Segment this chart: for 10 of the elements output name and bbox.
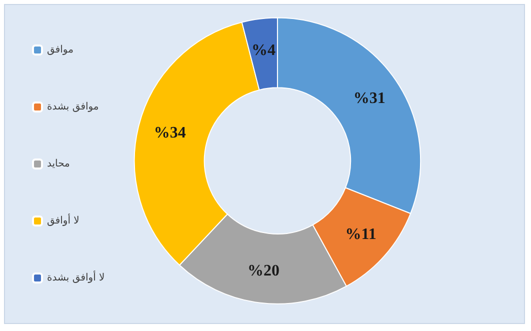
legend-label: موافق [47,44,74,56]
data-label: %11 [345,226,376,243]
legend-label: لا أوافق بشدة [47,270,105,284]
legend-label: محايد [47,158,70,170]
data-label: %31 [353,90,386,107]
data-label: %34 [154,124,186,142]
legend-label: لا أوافق [47,214,80,226]
data-label: %20 [248,262,280,280]
data-label: %4 [252,42,276,60]
legend-label: موافق بشدة [47,102,99,112]
